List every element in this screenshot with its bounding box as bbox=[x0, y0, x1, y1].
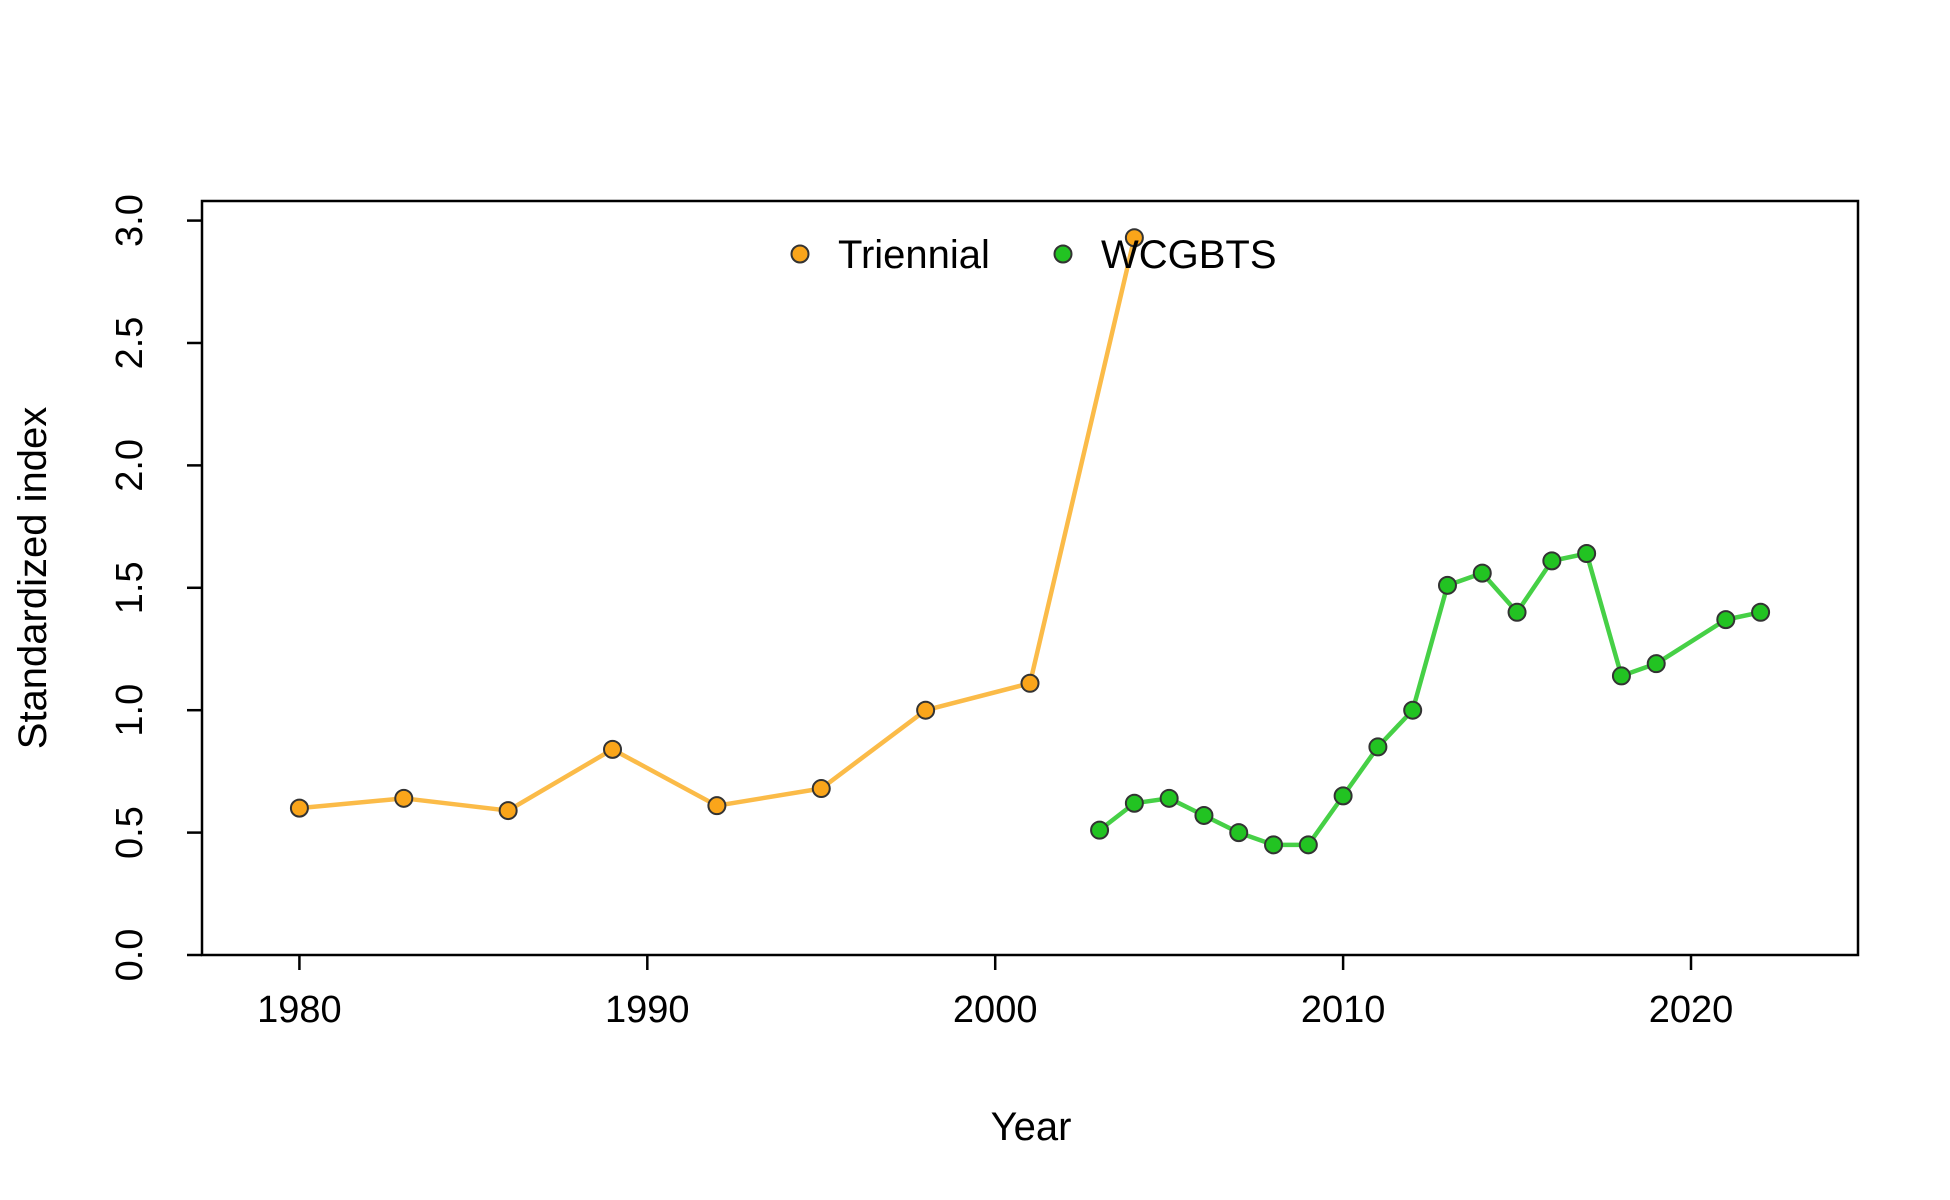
data-point bbox=[707, 796, 727, 816]
x-tick-label: 1990 bbox=[605, 989, 690, 1031]
data-point bbox=[1020, 673, 1040, 693]
data-point bbox=[1333, 786, 1353, 806]
legend-label: Triennial bbox=[838, 233, 990, 277]
legend-marker bbox=[790, 244, 810, 264]
data-point bbox=[916, 700, 936, 720]
data-point bbox=[1368, 737, 1388, 757]
data-point bbox=[1646, 654, 1666, 674]
data-point bbox=[1437, 575, 1457, 595]
data-point bbox=[1194, 805, 1214, 825]
y-axis: 0.0 0.5 1.0 1.5 2.0 2.5 3.0 bbox=[109, 194, 202, 981]
y-tick-label: 1.5 bbox=[109, 561, 151, 614]
data-point bbox=[1090, 820, 1110, 840]
y-tick-label: 3.0 bbox=[109, 194, 151, 247]
y-tick-label: 0.0 bbox=[109, 929, 151, 982]
data-point bbox=[1124, 793, 1144, 813]
data-point bbox=[1298, 835, 1318, 855]
x-axis-title: Year bbox=[991, 1105, 1072, 1149]
data-point bbox=[1229, 823, 1249, 843]
x-tick-label: 2020 bbox=[1649, 989, 1734, 1031]
x-axis: 1980 1990 2000 2010 2020 bbox=[257, 955, 1733, 1031]
data-point bbox=[1507, 602, 1527, 622]
data-point bbox=[1264, 835, 1284, 855]
data-point bbox=[811, 779, 831, 799]
data-point bbox=[1577, 544, 1597, 564]
legend-label: WCGBTS bbox=[1101, 233, 1277, 277]
plot-frame bbox=[200, 199, 1860, 957]
data-point bbox=[1403, 700, 1423, 720]
data-point bbox=[603, 739, 623, 759]
y-tick-label: 1.0 bbox=[109, 684, 151, 737]
data-point bbox=[1751, 602, 1771, 622]
x-tick-label: 1980 bbox=[257, 989, 342, 1031]
plot-border bbox=[200, 199, 1860, 957]
legend-item-wcgbts: WCGBTS bbox=[1053, 233, 1277, 277]
data-point bbox=[1611, 666, 1631, 686]
y-tick-label: 2.0 bbox=[109, 439, 151, 492]
x-tick-label: 2010 bbox=[1301, 989, 1386, 1031]
data-point bbox=[289, 798, 309, 818]
x-tick-label: 2000 bbox=[953, 989, 1038, 1031]
legend: Triennial WCGBTS bbox=[790, 233, 1277, 277]
series-wcgbts bbox=[1090, 544, 1771, 855]
data-point bbox=[498, 801, 518, 821]
data-point bbox=[1159, 788, 1179, 808]
data-point bbox=[394, 788, 414, 808]
data-point bbox=[1542, 551, 1562, 571]
y-axis-title: Standardized index bbox=[11, 407, 55, 749]
data-point bbox=[1124, 228, 1144, 248]
data-point bbox=[1716, 610, 1736, 630]
legend-marker bbox=[1053, 244, 1073, 264]
legend-item-triennial: Triennial bbox=[790, 233, 990, 277]
y-tick-label: 0.5 bbox=[109, 806, 151, 859]
series-triennial bbox=[289, 228, 1144, 821]
series-group bbox=[289, 228, 1771, 855]
y-tick-label: 2.5 bbox=[109, 317, 151, 370]
data-point bbox=[1472, 563, 1492, 583]
